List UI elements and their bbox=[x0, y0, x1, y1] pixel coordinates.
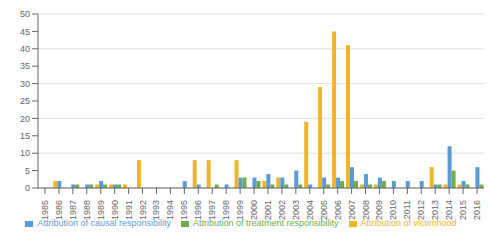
svg-text:0: 0 bbox=[25, 183, 30, 193]
html-text:Attribution of causal responsi: Attribution of causal responsibility bbox=[37, 218, 171, 228]
svg-text:1991: 1991 bbox=[124, 200, 134, 220]
svg-text:25: 25 bbox=[20, 96, 30, 106]
svg-text:2012: 2012 bbox=[416, 200, 426, 220]
svg-text:10: 10 bbox=[20, 148, 30, 158]
svg-text:2016: 2016 bbox=[472, 200, 482, 220]
svg-text:1998: 1998 bbox=[221, 200, 231, 220]
svg-text:1993: 1993 bbox=[151, 200, 161, 220]
svg-text:50: 50 bbox=[20, 9, 30, 19]
svg-text:20: 20 bbox=[20, 114, 30, 124]
svg-text:1994: 1994 bbox=[165, 200, 175, 220]
svg-text:2005: 2005 bbox=[319, 200, 329, 220]
svg-text:2003: 2003 bbox=[291, 200, 301, 220]
svg-text:2010: 2010 bbox=[388, 200, 398, 220]
html-text:Attribution of treatment respo: Attribution of treatment responsibility bbox=[193, 218, 339, 228]
svg-text:1985: 1985 bbox=[40, 200, 50, 220]
svg-text:5: 5 bbox=[25, 166, 30, 176]
svg-text:45: 45 bbox=[20, 27, 30, 37]
svg-text:2009: 2009 bbox=[374, 200, 384, 220]
svg-text:30: 30 bbox=[20, 79, 30, 89]
svg-text:15: 15 bbox=[20, 131, 30, 141]
svg-text:1987: 1987 bbox=[68, 200, 78, 220]
svg-text:2014: 2014 bbox=[444, 200, 454, 220]
svg-text:1997: 1997 bbox=[207, 200, 217, 220]
svg-text:1995: 1995 bbox=[179, 200, 189, 220]
svg-text:40: 40 bbox=[20, 44, 30, 54]
svg-text:2008: 2008 bbox=[361, 200, 371, 220]
svg-text:1999: 1999 bbox=[235, 200, 245, 220]
svg-text:1989: 1989 bbox=[96, 200, 106, 220]
svg-text:2004: 2004 bbox=[305, 200, 315, 220]
svg-text:1996: 1996 bbox=[193, 200, 203, 220]
svg-text:1986: 1986 bbox=[54, 200, 64, 220]
svg-text:1992: 1992 bbox=[138, 200, 148, 220]
svg-text:1990: 1990 bbox=[110, 200, 120, 220]
svg-text:2001: 2001 bbox=[263, 200, 273, 220]
html-text:Attribution of victimhood: Attribution of victimhood bbox=[360, 218, 457, 228]
svg-text:2011: 2011 bbox=[402, 200, 412, 219]
svg-text:2013: 2013 bbox=[430, 200, 440, 220]
svg-text:2015: 2015 bbox=[458, 200, 468, 220]
svg-text:2006: 2006 bbox=[333, 200, 343, 220]
svg-text:2000: 2000 bbox=[249, 200, 259, 220]
svg-text:2002: 2002 bbox=[277, 200, 287, 220]
svg-text:2007: 2007 bbox=[347, 200, 357, 220]
svg-text:1988: 1988 bbox=[82, 200, 92, 220]
svg-text:35: 35 bbox=[20, 61, 30, 71]
